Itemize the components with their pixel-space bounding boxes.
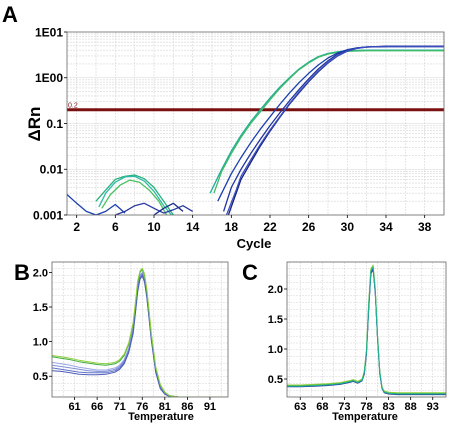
x-tick-label: 71 — [114, 401, 126, 413]
x-tick-label: 73 — [338, 401, 350, 413]
x-tick-label: 38 — [418, 220, 432, 234]
x-tick-label: 91 — [204, 401, 216, 413]
series-line-7 — [95, 174, 174, 215]
x-tick-label: 68 — [316, 401, 328, 413]
panel-c-label: C — [242, 260, 258, 285]
x-tick-label: 88 — [405, 401, 417, 413]
panel-b: B Temperature 0.5 1.0 1.5 2.0 61 66 71 76 81 86 91 — [14, 260, 229, 423]
panel-b-label: B — [14, 260, 30, 285]
x-tick-label: 66 — [91, 401, 103, 413]
series-line-9 — [101, 179, 168, 215]
series-group — [67, 45, 444, 215]
panel-c-xlabel: Temperature — [332, 411, 398, 423]
series-line-10 — [67, 194, 126, 215]
x-tick-label: 10 — [147, 220, 161, 234]
series-line-8 — [98, 175, 172, 215]
y-tick-label: 0.5 — [268, 374, 283, 386]
x-tick-label: 34 — [379, 220, 393, 234]
x-tick-label: 2 — [73, 220, 80, 234]
series-line-6 — [52, 267, 228, 397]
y-tick-label: 0.1 — [46, 117, 63, 131]
x-tick-label: 30 — [341, 220, 355, 234]
x-tick-label: 86 — [181, 401, 193, 413]
x-tick-label: 22 — [263, 220, 277, 234]
x-tick-label: 81 — [159, 401, 171, 413]
x-tick-label: 93 — [427, 401, 439, 413]
series-group — [52, 267, 228, 397]
x-tick-label: 26 — [302, 220, 316, 234]
x-tick-label: 61 — [68, 401, 80, 413]
panel-a-label: A — [2, 2, 18, 27]
x-tick-label: 6 — [112, 220, 119, 234]
panel-a-xlabel: Cycle — [237, 236, 272, 251]
y-tick-label: 0.5 — [33, 371, 48, 383]
x-tick-label: 63 — [294, 401, 306, 413]
panel-b-xlabel: Temperature — [128, 411, 194, 423]
plot-frame — [51, 261, 229, 398]
x-tick-label: 76 — [136, 401, 148, 413]
threshold-label: 0.2 — [68, 103, 78, 110]
y-tick-label: 1.5 — [33, 302, 48, 314]
series-line-2 — [213, 50, 444, 194]
panel-b-plot: 0.5 1.0 1.5 2.0 61 66 71 76 81 86 91 — [33, 261, 229, 413]
series-line-11 — [115, 202, 194, 215]
series-line-5 — [287, 266, 446, 395]
y-tick-label: 1E01 — [35, 25, 63, 39]
x-tick-label: 78 — [360, 401, 372, 413]
y-tick-label: 1E00 — [35, 71, 63, 85]
y-tick-label: 1.5 — [268, 314, 283, 326]
x-tick-label: 18 — [225, 220, 239, 234]
x-tick-label: 14 — [186, 220, 200, 234]
y-tick-label: 1.0 — [268, 344, 283, 356]
y-tick-label: 0.001 — [33, 208, 63, 222]
y-tick-label: 0.01 — [40, 163, 64, 177]
x-tick-label: 83 — [382, 401, 394, 413]
series-group — [287, 264, 446, 396]
panel-c: C Temperature 0.5 1.0 1.5 2.0 63 68 73 78 83 88 93 — [242, 260, 447, 423]
y-tick-label: 1.0 — [33, 337, 48, 349]
panel-c-plot: 0.5 1.0 1.5 2.0 63 68 73 78 83 88 93 — [268, 261, 447, 413]
series-line-12 — [153, 202, 184, 215]
panel-a-ylabel: ΔRn — [25, 107, 44, 142]
y-tick-label: 2.0 — [268, 284, 283, 296]
series-line-6 — [225, 45, 444, 215]
y-tick-label: 2.0 — [33, 267, 48, 279]
